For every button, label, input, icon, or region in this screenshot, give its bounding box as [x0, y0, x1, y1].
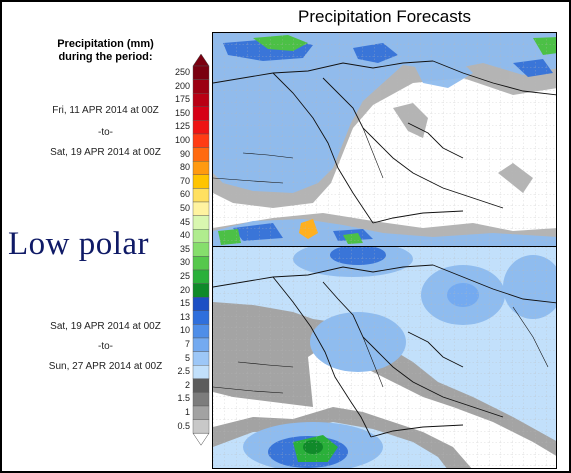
scale-swatch-15	[192, 296, 210, 311]
scale-swatch-1	[192, 405, 210, 420]
scale-label-40: 40	[179, 230, 190, 241]
scale-label-2: 2	[184, 379, 190, 390]
scale-label-10: 10	[179, 325, 190, 336]
scale-swatch-70	[192, 174, 210, 189]
scale-swatch-1.5	[192, 392, 210, 407]
scale-label-250: 250	[174, 67, 190, 77]
scale-swatch-125	[192, 120, 210, 135]
scale-swatch-250	[192, 65, 210, 80]
scale-swatch-35	[192, 242, 210, 257]
scale-label-80: 80	[179, 162, 190, 173]
scale-swatch-80	[192, 160, 210, 175]
map-title: Precipitation Forecasts	[298, 7, 471, 26]
scale-swatch-25	[192, 269, 210, 284]
period-2-separator: -to-	[98, 341, 113, 352]
scale-label-0.5: 0.5	[177, 420, 190, 431]
map-panel-period-2	[212, 246, 557, 469]
period-2-start: Sat, 19 APR 2014 at 00Z	[50, 321, 161, 332]
color-scale-bar	[192, 53, 210, 446]
period-2-end: Sun, 27 APR 2014 at 00Z	[48, 361, 163, 372]
scale-swatch-10	[192, 324, 210, 339]
scale-swatch-2.5	[192, 365, 210, 380]
scale-label-1.5: 1.5	[177, 393, 190, 404]
scale-label-100: 100	[174, 135, 190, 145]
scale-swatch-13	[192, 310, 210, 325]
scale-swatch-7	[192, 337, 210, 352]
map-period-2	[213, 247, 556, 468]
scale-label-25: 25	[179, 271, 190, 281]
scale-arrow-bottom	[192, 432, 210, 446]
scale-swatch-200	[192, 79, 210, 94]
legend-title-line1: Precipitation (mm)	[57, 38, 154, 50]
scale-label-15: 15	[179, 298, 190, 309]
scale-label-125: 125	[174, 121, 190, 132]
scale-label-50: 50	[179, 203, 190, 213]
scale-swatch-45	[192, 215, 210, 230]
scale-swatch-100	[192, 133, 210, 148]
scale-label-2.5: 2.5	[177, 366, 190, 377]
scale-swatch-30	[192, 256, 210, 271]
period-1-end: Sat, 19 APR 2014 at 00Z	[50, 147, 161, 158]
legend-title-line2: during the period:	[58, 51, 153, 63]
map-panel-period-1	[212, 32, 557, 247]
scale-swatch-2	[192, 378, 210, 393]
scale-swatch-40	[192, 228, 210, 243]
scale-swatch-20	[192, 283, 210, 298]
scale-label-90: 90	[179, 148, 190, 159]
period-1-separator: -to-	[98, 127, 113, 138]
scale-label-1: 1	[184, 407, 190, 417]
scale-label-7: 7	[184, 339, 190, 349]
scale-swatch-175	[192, 93, 210, 108]
scale-label-70: 70	[179, 175, 190, 186]
scale-label-35: 35	[179, 243, 190, 254]
scale-label-30: 30	[179, 257, 190, 268]
scale-label-13: 13	[179, 311, 190, 322]
scale-label-45: 45	[179, 216, 190, 227]
legend-title: Precipitation (mm) during the period:	[18, 38, 193, 64]
scale-label-20: 20	[179, 284, 190, 295]
scale-swatch-5	[192, 351, 210, 366]
coastlines-period-2	[213, 264, 556, 438]
scale-swatch-90	[192, 147, 210, 162]
scale-label-175: 175	[174, 94, 190, 105]
scale-swatch-50	[192, 201, 210, 216]
scale-label-60: 60	[179, 189, 190, 200]
scale-label-5: 5	[184, 352, 190, 363]
scale-swatch-60	[192, 188, 210, 203]
scale-swatch-150	[192, 106, 210, 121]
coastlines-period-1	[213, 60, 556, 224]
scale-arrow-top	[192, 53, 210, 67]
period-1-start: Fri, 11 APR 2014 at 00Z	[52, 105, 159, 116]
scale-label-150: 150	[174, 107, 190, 118]
map-period-1	[213, 33, 556, 246]
annotation-low-polar: Low polar	[8, 226, 150, 262]
scale-label-200: 200	[174, 80, 190, 91]
scale-swatch-0.5	[192, 419, 210, 434]
